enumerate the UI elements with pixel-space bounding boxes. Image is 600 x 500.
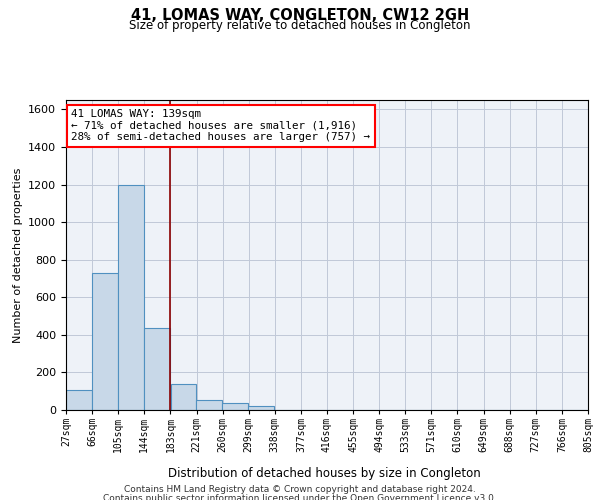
Text: Size of property relative to detached houses in Congleton: Size of property relative to detached ho… [129, 18, 471, 32]
Text: 41 LOMAS WAY: 139sqm
← 71% of detached houses are smaller (1,916)
28% of semi-de: 41 LOMAS WAY: 139sqm ← 71% of detached h… [71, 110, 370, 142]
Text: Distribution of detached houses by size in Congleton: Distribution of detached houses by size … [167, 468, 481, 480]
Bar [248, 406, 274, 410]
Bar [170, 384, 196, 410]
Y-axis label: Number of detached properties: Number of detached properties [13, 168, 23, 342]
Text: Contains public sector information licensed under the Open Government Licence v3: Contains public sector information licen… [103, 494, 497, 500]
Bar [118, 184, 144, 410]
Text: 41, LOMAS WAY, CONGLETON, CW12 2GH: 41, LOMAS WAY, CONGLETON, CW12 2GH [131, 8, 469, 22]
Bar [196, 400, 222, 410]
Bar [66, 390, 92, 410]
Bar [222, 404, 248, 410]
Bar [92, 273, 118, 410]
Bar [145, 328, 170, 410]
Text: Contains HM Land Registry data © Crown copyright and database right 2024.: Contains HM Land Registry data © Crown c… [124, 485, 476, 494]
